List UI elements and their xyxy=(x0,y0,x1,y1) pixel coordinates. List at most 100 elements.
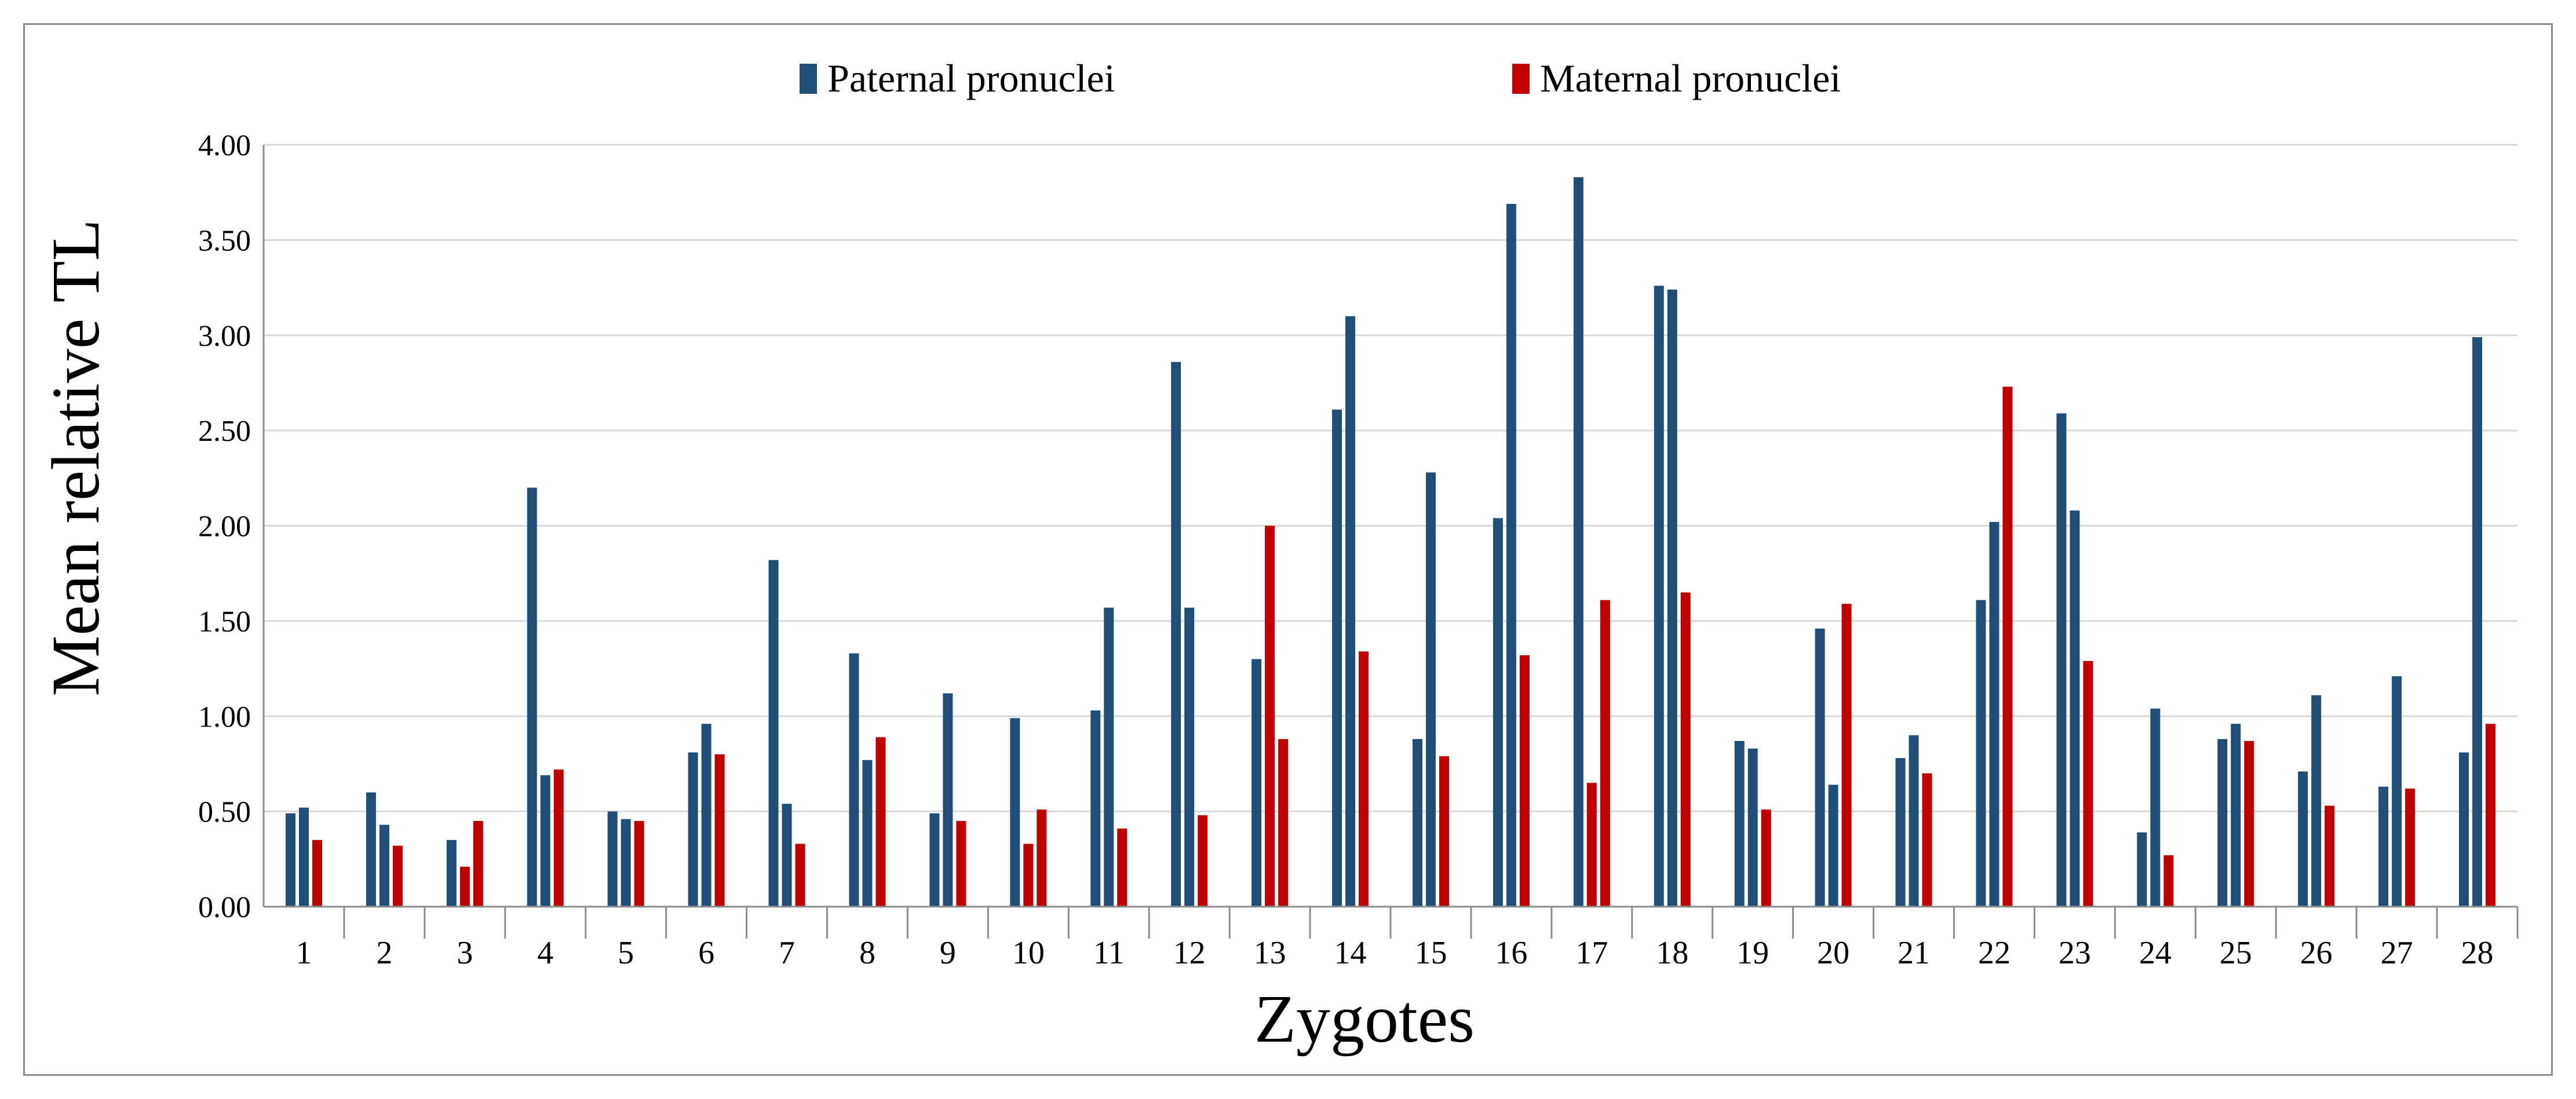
bar-zygote-3-maternal xyxy=(459,866,470,907)
x-tick-label: 13 xyxy=(1254,935,1286,971)
bar-zygote-17-maternal xyxy=(1600,600,1610,907)
bar-zygote-14-maternal xyxy=(1359,651,1369,907)
bar-zygote-11-paternal xyxy=(1090,710,1101,907)
bar-zygote-8-paternal xyxy=(849,653,859,907)
bar-zygote-10-maternal xyxy=(1023,844,1034,907)
bar-zygote-24-paternal xyxy=(2150,709,2161,907)
bar-zygote-21-maternal xyxy=(1922,773,1932,907)
y-tick-label: 3.50 xyxy=(198,224,251,257)
bar-zygote-5-paternal xyxy=(621,819,631,907)
y-tick-label: 3.00 xyxy=(198,320,251,353)
x-axis-label: Zygotes xyxy=(1254,981,1475,1057)
x-tick-label: 26 xyxy=(2300,935,2333,971)
bar-zygote-28-paternal xyxy=(2459,752,2469,907)
x-tick-label: 14 xyxy=(1334,935,1367,971)
y-axis-label: Mean relative TL xyxy=(38,219,114,696)
bar-zygote-4-paternal xyxy=(540,775,550,907)
bar-zygote-6-maternal xyxy=(714,754,725,907)
bar-zygote-5-paternal xyxy=(607,811,618,907)
y-tick-label: 0.00 xyxy=(198,891,251,924)
bar-zygote-26-maternal xyxy=(2325,805,2335,907)
bar-zygote-16-paternal xyxy=(1506,203,1516,907)
bar-zygote-14-paternal xyxy=(1345,316,1356,907)
bar-zygote-21-paternal xyxy=(1895,758,1906,907)
bar-zygote-5-maternal xyxy=(634,821,644,907)
bar-zygote-20-paternal xyxy=(1815,629,1825,907)
bar-zygote-13-paternal xyxy=(1251,659,1262,907)
x-tick-label: 21 xyxy=(1898,935,1930,971)
bar-zygote-24-maternal xyxy=(2163,855,2174,907)
bar-zygote-1-paternal xyxy=(298,808,309,907)
bar-zygote-21-paternal xyxy=(1909,735,1919,907)
y-tick-label: 1.00 xyxy=(198,700,251,733)
y-tick-label: 1.50 xyxy=(198,605,251,638)
x-tick-label: 24 xyxy=(2139,935,2172,971)
bar-zygote-27-maternal xyxy=(2405,788,2416,907)
bar-zygote-18-paternal xyxy=(1667,289,1677,907)
x-tick-label: 18 xyxy=(1656,935,1688,971)
x-tick-label: 22 xyxy=(1978,935,2011,971)
bar-zygote-26-paternal xyxy=(2298,771,2308,907)
x-tick-label: 8 xyxy=(859,935,875,971)
y-tick-label: 2.00 xyxy=(198,510,251,543)
bar-zygote-27-paternal xyxy=(2392,676,2402,907)
x-tick-label: 27 xyxy=(2381,935,2413,971)
x-tick-label: 1 xyxy=(295,935,312,971)
bar-zygote-16-maternal xyxy=(1519,655,1530,907)
bar-zygote-23-maternal xyxy=(2083,660,2093,907)
bar-zygote-20-maternal xyxy=(1841,604,1852,907)
y-tick-label: 2.50 xyxy=(198,415,251,448)
bar-zygote-3-maternal xyxy=(473,821,483,907)
x-tick-label: 4 xyxy=(537,935,553,971)
bar-zygote-7-paternal xyxy=(782,804,792,907)
bar-zygote-9-paternal xyxy=(929,813,940,907)
bar-zygote-6-paternal xyxy=(701,724,711,907)
bar-zygote-19-paternal xyxy=(1734,740,1745,907)
x-tick-label: 19 xyxy=(1736,935,1769,971)
bar-zygote-12-paternal xyxy=(1171,362,1181,907)
legend-label-paternal: Paternal pronuclei xyxy=(827,56,1115,100)
x-tick-label: 7 xyxy=(779,935,795,971)
bar-zygote-25-maternal xyxy=(2244,740,2254,907)
x-tick-label: 5 xyxy=(618,935,634,971)
bar-zygote-2-paternal xyxy=(366,792,376,907)
axes: 0.00 0.50 1.00 1.50 2.00 2.50 3.00 3.50 4.00 1 2 3 4… xyxy=(198,129,2519,971)
bar-zygote-8-paternal xyxy=(862,760,873,907)
x-tick-label: 16 xyxy=(1495,935,1527,971)
bar-zygote-15-paternal xyxy=(1425,472,1436,907)
x-tick-label: 9 xyxy=(940,935,956,971)
bar-zygote-23-paternal xyxy=(2056,413,2067,907)
bar-zygote-11-paternal xyxy=(1104,607,1114,907)
bar-zygote-4-maternal xyxy=(553,769,564,907)
bar-zygote-16-paternal xyxy=(1493,518,1503,907)
bar-zygote-2-paternal xyxy=(379,824,389,907)
y-tick-label: 0.50 xyxy=(198,796,251,829)
y-tick-label: 4.00 xyxy=(198,129,251,162)
bar-zygote-14-paternal xyxy=(1332,409,1342,907)
bars xyxy=(285,177,2496,907)
x-tick-label: 6 xyxy=(698,935,714,971)
legend: Paternal pronuclei Maternal pronuclei xyxy=(800,56,1841,100)
bar-zygote-28-maternal xyxy=(2486,724,2496,907)
bar-zygote-2-maternal xyxy=(392,845,403,907)
bar-zygote-9-maternal xyxy=(956,821,966,907)
bar-zygote-23-paternal xyxy=(2070,510,2080,907)
x-tick-label: 2 xyxy=(376,935,392,971)
bar-zygote-26-paternal xyxy=(2311,695,2322,907)
bar-zygote-9-paternal xyxy=(943,693,953,907)
bar-zygote-7-maternal xyxy=(795,844,805,907)
bar-zygote-17-maternal xyxy=(1586,783,1597,907)
x-tick-label: 17 xyxy=(1575,935,1608,971)
bar-zygote-13-maternal xyxy=(1278,739,1289,907)
x-tick-label: 25 xyxy=(2220,935,2252,971)
bar-zygote-20-paternal xyxy=(1828,784,1838,907)
bar-zygote-10-maternal xyxy=(1037,809,1047,907)
bar-zygote-22-maternal xyxy=(2002,386,2013,907)
x-tick-label: 3 xyxy=(457,935,473,971)
bar-zygote-25-paternal xyxy=(2217,739,2228,907)
x-tick-label: 15 xyxy=(1414,935,1447,971)
bar-zygote-27-paternal xyxy=(2378,786,2389,907)
bar-zygote-12-maternal xyxy=(1198,815,1208,907)
bar-zygote-15-paternal xyxy=(1412,739,1422,907)
